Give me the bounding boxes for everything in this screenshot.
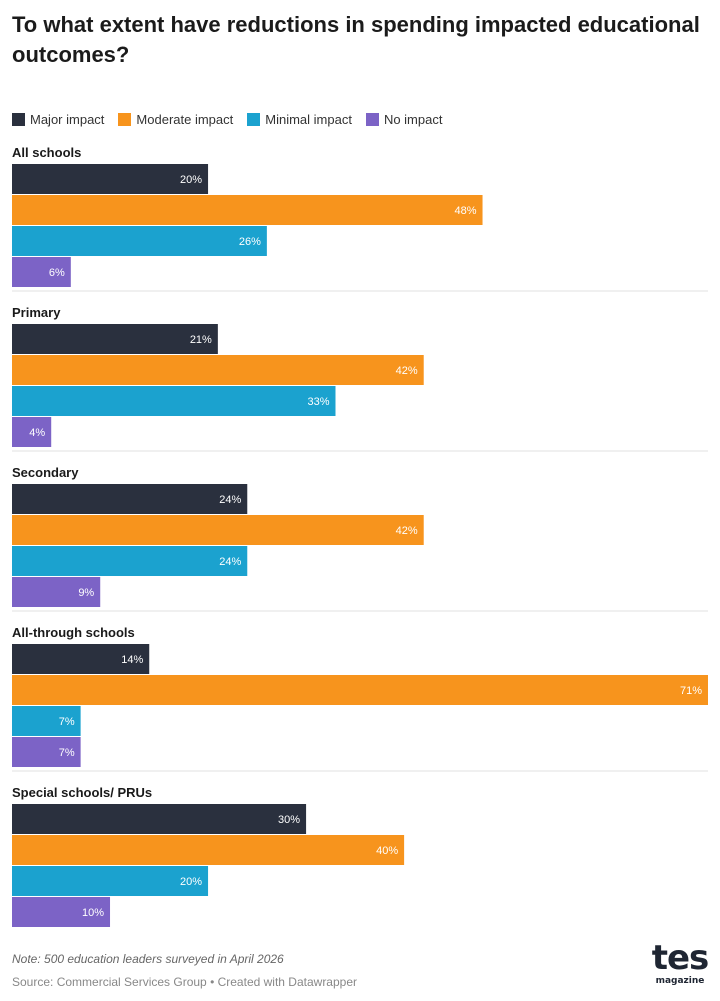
bar-value-label: 20% (180, 174, 202, 186)
legend-item-major: Major impact (12, 112, 104, 127)
group-label: All-through schools (12, 625, 135, 640)
group-label: Special schools/ PRUs (12, 785, 152, 800)
bar-group: Special schools/ PRUs 30% 40% 20% 10% (12, 785, 405, 927)
bar-chart: All schools 20% 48% 26% 6% Primary 21% 42% 33% 4%… (12, 145, 708, 927)
bar-minimal (12, 706, 81, 736)
bar-value-label: 30% (278, 814, 300, 826)
bar-value-label: 10% (82, 907, 104, 919)
legend-swatch-moderate (118, 113, 132, 126)
bar-none (12, 577, 101, 607)
legend-label-moderate: Moderate impact (136, 112, 234, 127)
bar-none (12, 417, 52, 447)
bar-value-label: 21% (190, 334, 212, 346)
legend-swatch-major (12, 113, 25, 126)
bar-minimal (12, 226, 267, 256)
bar-major (12, 804, 307, 834)
legend-label-minimal: Minimal impact (265, 112, 352, 127)
bar-value-label: 48% (455, 205, 477, 217)
legend-label-none: No impact (383, 112, 443, 127)
legend-swatch-minimal (247, 113, 261, 126)
chart-title: To what extent have reductions in spendi… (12, 12, 700, 67)
legend-item-moderate: Moderate impact (118, 112, 233, 127)
bar-value-label: 33% (307, 396, 329, 408)
chart-note: Note: 500 education leaders surveyed in … (12, 952, 284, 966)
bar-value-label: 42% (396, 525, 418, 537)
bar-value-label: 40% (376, 845, 398, 857)
bar-value-label: 7% (59, 716, 75, 728)
logo-wordmark: tes (651, 938, 710, 978)
bar-value-label: 26% (239, 236, 261, 248)
legend-item-minimal: Minimal impact (247, 112, 352, 127)
legend-item-none: No impact (365, 112, 443, 127)
bar-group: Primary 21% 42% 33% 4% (12, 305, 708, 452)
bar-moderate (12, 675, 708, 705)
bar-moderate (12, 355, 424, 385)
group-label: Secondary (12, 465, 79, 480)
chart-legend: Major impact Moderate impact Minimal imp… (12, 112, 442, 127)
bar-minimal (12, 866, 209, 896)
bar-major (12, 164, 209, 194)
bar-group: Secondary 24% 42% 24% 9% (12, 465, 708, 612)
bar-none (12, 737, 81, 767)
bar-moderate (12, 835, 405, 865)
legend-label-major: Major impact (30, 112, 105, 127)
group-label: Primary (12, 305, 61, 320)
logo-subtitle: magazine (655, 976, 705, 986)
bar-value-label: 6% (49, 267, 65, 279)
bar-minimal (12, 546, 248, 576)
bar-value-label: 20% (180, 876, 202, 888)
bar-value-label: 24% (219, 556, 241, 568)
bar-moderate (12, 195, 483, 225)
bar-major (12, 644, 150, 674)
bar-minimal (12, 386, 336, 416)
bar-group: All schools 20% 48% 26% 6% (12, 145, 708, 292)
chart-source: Source: Commercial Services Group • Crea… (12, 975, 357, 989)
bar-value-label: 4% (29, 427, 45, 439)
tes-logo: tes magazine (648, 938, 712, 986)
bar-moderate (12, 515, 424, 545)
bar-value-label: 42% (396, 365, 418, 377)
bar-value-label: 7% (59, 747, 75, 759)
bar-major (12, 484, 248, 514)
bar-none (12, 897, 111, 927)
bar-value-label: 71% (680, 685, 702, 697)
legend-swatch-none (365, 113, 379, 126)
bar-none (12, 257, 71, 287)
bar-value-label: 14% (121, 654, 143, 666)
bar-group: All-through schools 14% 71% 7% 7% (12, 625, 708, 772)
group-label: All schools (12, 145, 81, 160)
bar-value-label: 24% (219, 494, 241, 506)
bar-value-label: 9% (78, 587, 94, 599)
bar-major (12, 324, 218, 354)
